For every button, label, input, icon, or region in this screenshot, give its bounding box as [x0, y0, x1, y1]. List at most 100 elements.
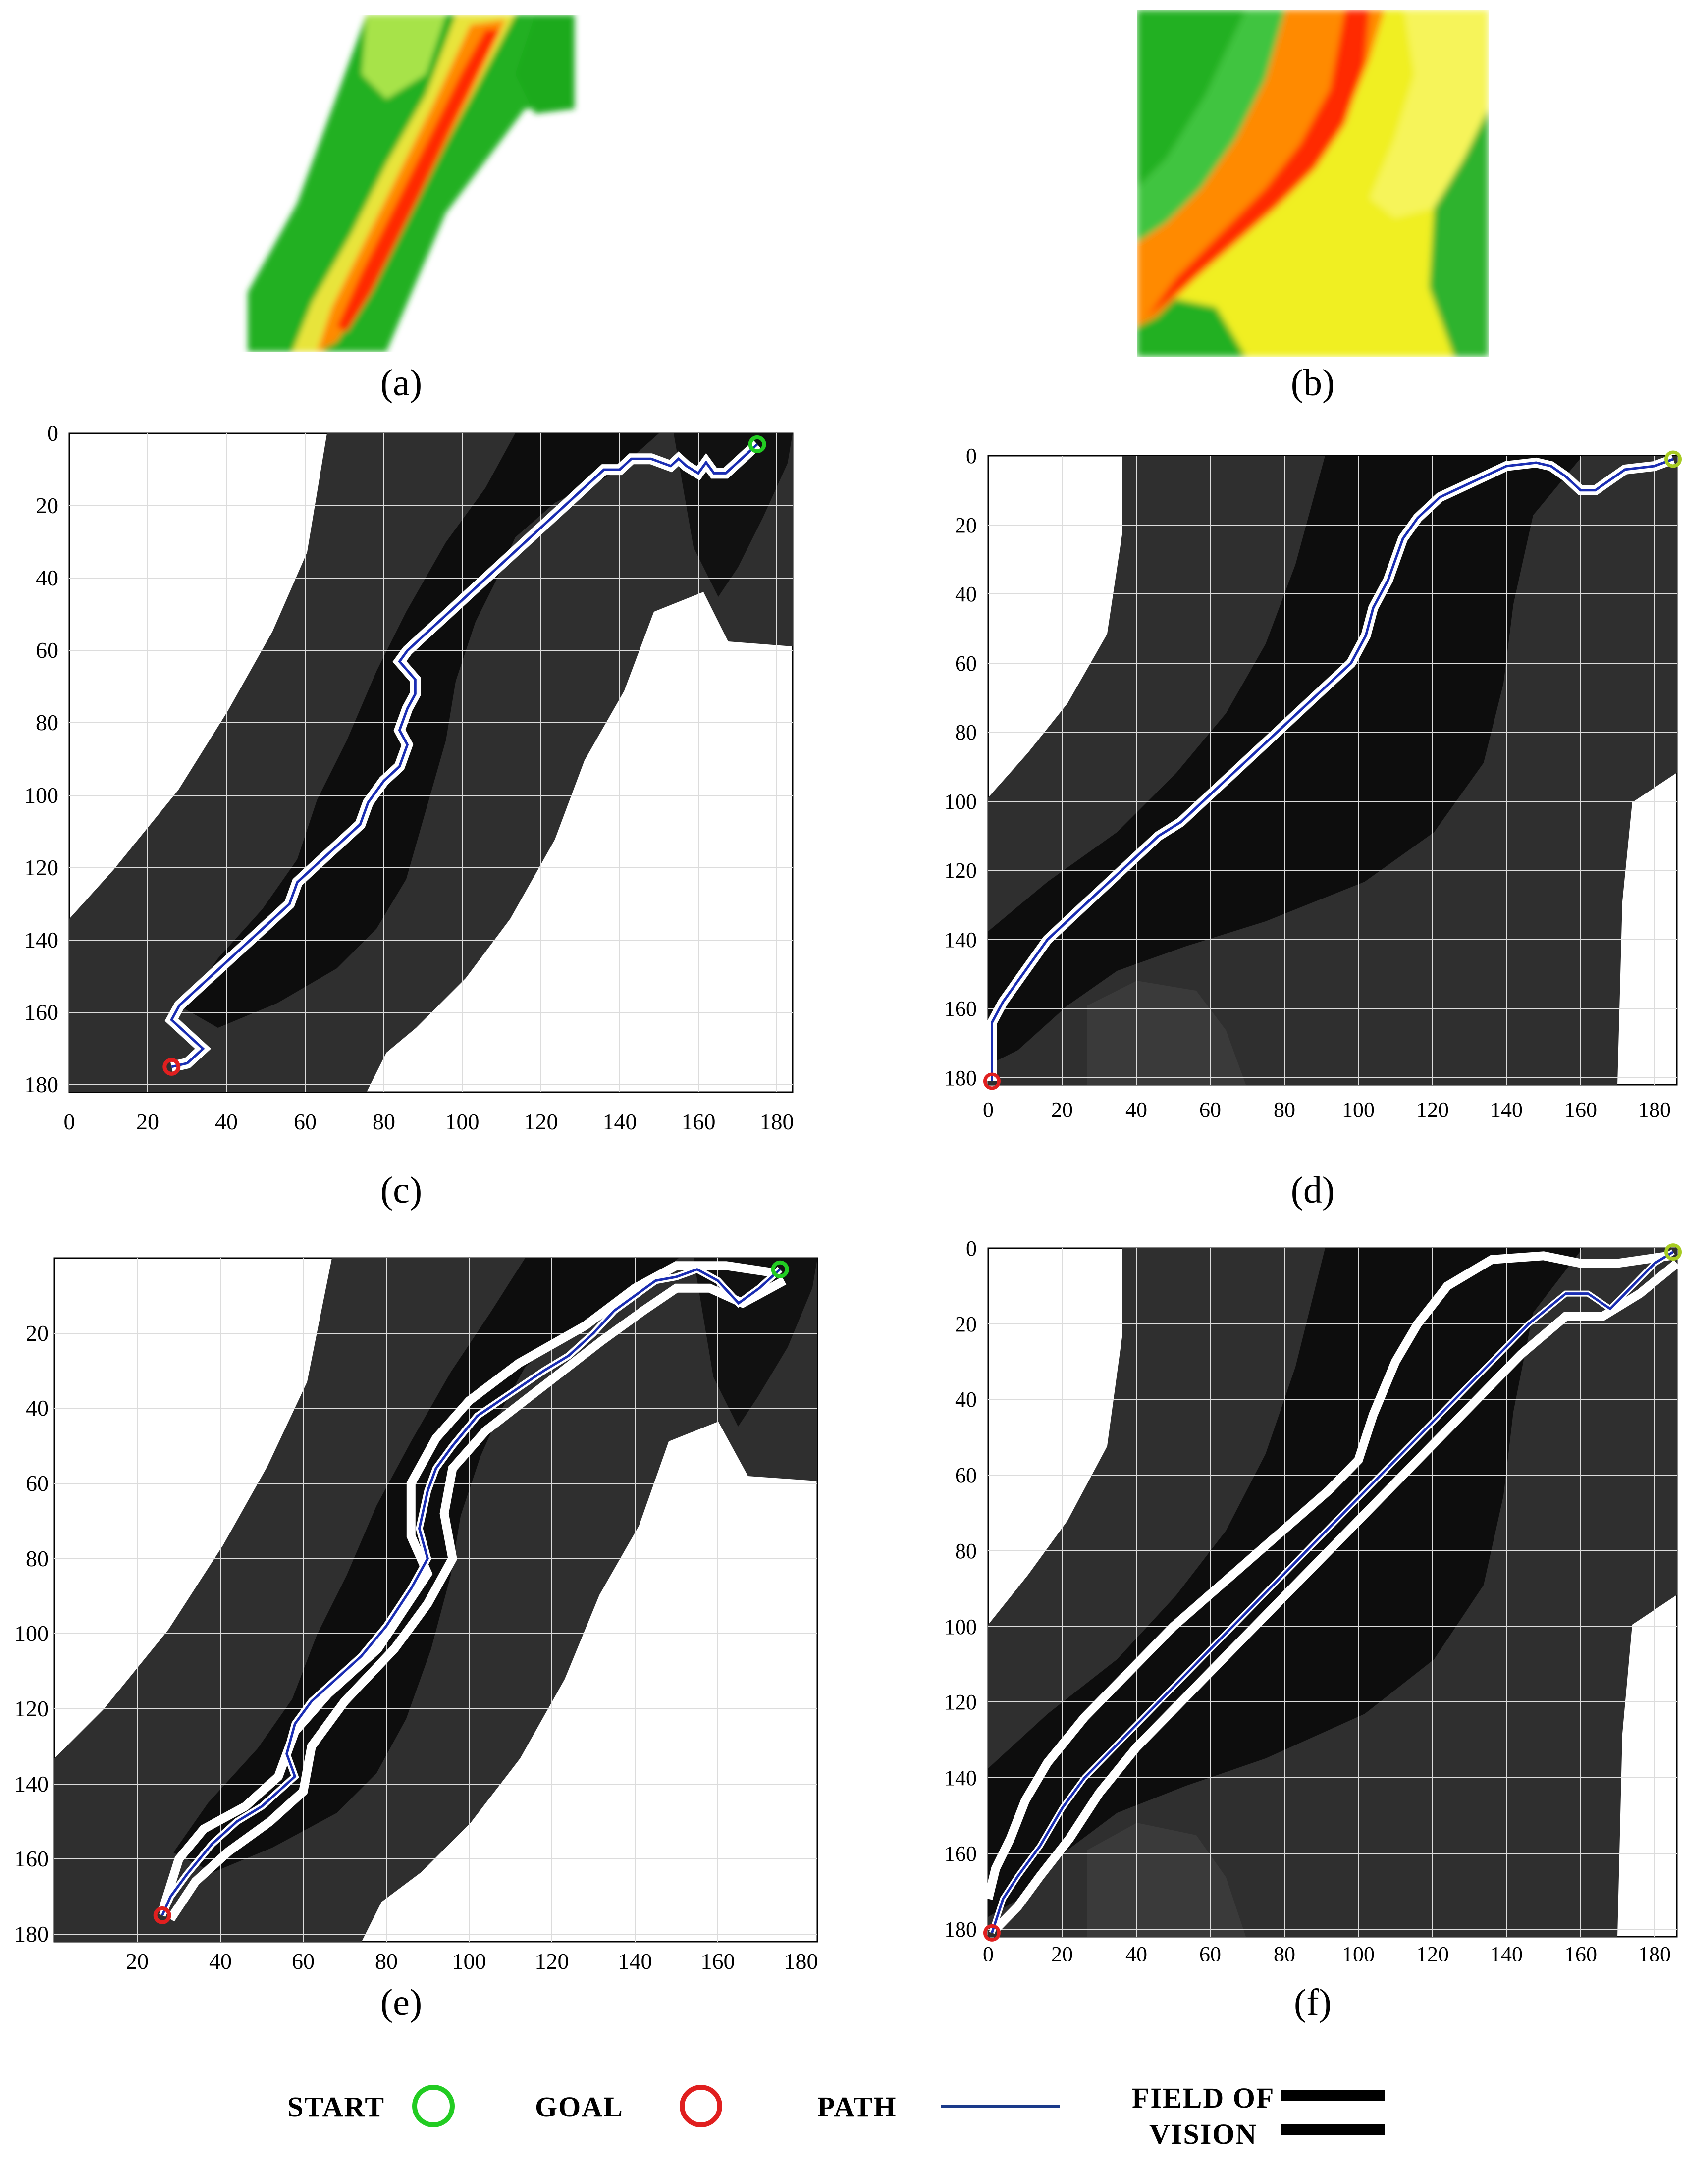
map-e-ytick: 140: [14, 1771, 49, 1797]
map-c-xtick: 160: [682, 1109, 716, 1134]
map-c-ytick: 80: [36, 710, 58, 735]
map-f-xtick: 60: [1199, 1942, 1221, 1961]
map-c-path: [170, 443, 758, 1068]
map-f-x-ticks: 0 20 40 60 80 100 120 140 160 180: [983, 1942, 1671, 1961]
map-e-goal-marker: [153, 1906, 171, 1924]
map-f-plot: [983, 1243, 1682, 1942]
caption-d: (d): [1290, 1169, 1335, 1211]
map-c-ytick: 180: [24, 1072, 58, 1097]
map-d-ytick: 180: [944, 1066, 977, 1090]
map-c-gridlines: [69, 433, 793, 1092]
map-f-xtick: 80: [1274, 1942, 1295, 1961]
map-c-xtick: 120: [524, 1109, 558, 1134]
legend-start-circle-icon: [412, 2085, 455, 2127]
map-d-xtick: 40: [1125, 1098, 1147, 1122]
map-d-plot: [983, 450, 1682, 1090]
map-f-start-marker: [1664, 1243, 1682, 1261]
heatmap-b-green-left: [1137, 10, 1246, 188]
caption-e: (e): [380, 1982, 423, 2023]
map-c-ytick: 60: [36, 637, 58, 663]
map-e-ytick: 20: [26, 1321, 49, 1346]
map-e-ytick: 40: [26, 1395, 49, 1421]
heatmap-b: [1137, 10, 1489, 357]
map-c-xtick: 140: [603, 1109, 637, 1134]
map-e-fov-boundary: [166, 1276, 787, 1922]
legend-fov-label-line2: VISION: [1149, 2118, 1258, 2150]
legend-goal-circle-icon: [680, 2085, 722, 2127]
map-f-ytick: 180: [944, 1917, 977, 1942]
map-f-xtick: 140: [1490, 1942, 1523, 1961]
map-f-ytick: 160: [944, 1842, 977, 1866]
map-f-ytick: 0: [966, 1236, 977, 1261]
map-f-ytick: 140: [944, 1766, 977, 1790]
map-c-ytick: 100: [24, 783, 58, 808]
map-d-xtick: 60: [1199, 1098, 1221, 1122]
map-d: 0 20 40 60 80 100 120 140 160 180 0 20 4…: [944, 444, 1682, 1122]
caption-c: (c): [380, 1169, 423, 1211]
legend-goal-label: GOAL: [535, 2091, 624, 2123]
heatmap-b-red: [1147, 10, 1370, 317]
map-c-x-ticks: 0 20 40 60 80 100 120 140 160 180: [64, 1109, 794, 1134]
map-e-xtick: 60: [292, 1949, 315, 1974]
map-d-xtick: 140: [1490, 1098, 1523, 1122]
heatmap-a-greenstrip: [515, 15, 575, 114]
map-d-ytick: 20: [955, 513, 977, 537]
map-c-ytick: 120: [24, 855, 58, 880]
legend: START GOAL PATH FIELD OF VISION: [0, 2070, 1708, 2160]
map-c-xtick: 40: [215, 1109, 238, 1134]
map-c-xtick: 180: [760, 1109, 794, 1134]
map-f-ytick: 40: [955, 1387, 977, 1412]
map-f-y-ticks: 0 20 40 60 80 100 120 140 160 180: [944, 1236, 977, 1942]
map-d-xtick: 180: [1638, 1098, 1671, 1122]
legend-fov-label-line1: FIELD OF: [1132, 2082, 1275, 2114]
map-c-xtick: 0: [64, 1109, 75, 1134]
map-e-ytick: 60: [26, 1471, 49, 1496]
map-e-xtick: 180: [784, 1949, 818, 1974]
map-c-start-marker: [748, 435, 766, 453]
map-e-xtick: 20: [126, 1949, 149, 1974]
map-c-xtick: 80: [373, 1109, 395, 1134]
legend-path-line-icon: [941, 2105, 1060, 2108]
map-f: 0 20 40 60 80 100 120 140 160 180 0 20 4…: [944, 1236, 1682, 1961]
map-c-xtick: 100: [445, 1109, 480, 1134]
map-d-ytick: 0: [966, 444, 977, 468]
map-d-xtick: 80: [1274, 1098, 1295, 1122]
caption-b: (b): [1290, 362, 1335, 404]
map-c-goal-marker: [162, 1058, 181, 1076]
map-c-ytick: 160: [24, 1000, 58, 1025]
map-f-ytick: 80: [955, 1539, 977, 1563]
heatmap-b-green-mid: [1137, 10, 1285, 243]
heatmap-a-lightzone: [362, 15, 446, 99]
map-c-ytick: 40: [36, 565, 58, 590]
map-e-path: [161, 1268, 781, 1916]
map-d-ytick: 80: [955, 720, 977, 744]
map-f-path: [991, 1251, 1674, 1934]
map-d-path: [991, 458, 1674, 1081]
map-d-goal-marker: [983, 1072, 1001, 1090]
map-e-ytick: 120: [14, 1696, 49, 1721]
heatmap-a: [248, 15, 575, 352]
map-d-start-marker: [1664, 450, 1682, 468]
heatmap-b-orange: [1137, 10, 1385, 327]
map-d-xtick: 160: [1564, 1098, 1597, 1122]
map-e-start-marker: [771, 1260, 789, 1278]
heatmap-b-green-right: [1429, 109, 1489, 357]
heatmap-b-yellow-light: [1370, 10, 1489, 218]
map-d-y-ticks: 0 20 40 60 80 100 120 140 160 180: [944, 444, 977, 1090]
map-e-y-ticks: 20 40 60 80 100 120 140 160 180: [14, 1321, 49, 1947]
map-d-ytick: 140: [944, 928, 977, 952]
map-d-ytick: 120: [944, 858, 977, 883]
map-d-xtick: 0: [983, 1098, 994, 1122]
map-c-y-ticks: 0 20 40 60 80 100 120 140 160 180: [24, 426, 58, 1097]
map-d-ytick: 100: [944, 790, 977, 814]
map-e-terrain-dark-right: [694, 1258, 817, 1427]
map-e-xtick: 100: [452, 1949, 486, 1974]
heatmap-a-redzone: [337, 30, 500, 332]
map-c-plot: [68, 432, 794, 1093]
map-f-terrain-light-bottom: [1087, 1823, 1246, 1937]
map-c-xtick: 20: [136, 1109, 159, 1134]
map-d-xtick: 100: [1342, 1098, 1375, 1122]
map-f-ytick: 100: [944, 1615, 977, 1639]
map-f-fov-boundary: [984, 1251, 1670, 1900]
map-e-xtick: 140: [618, 1949, 652, 1974]
